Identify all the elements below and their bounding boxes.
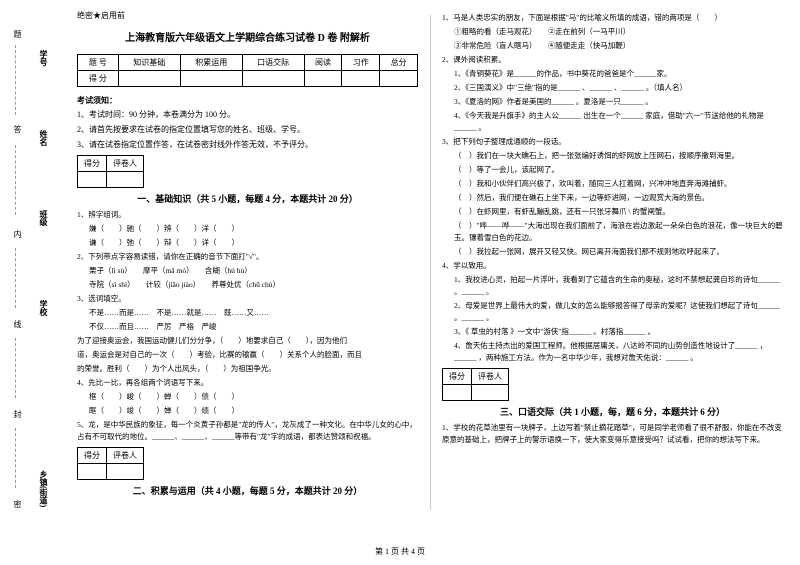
seal-char-2: 答: [12, 125, 23, 133]
q5-text: 5、龙，是中华民族的象征，每一个炎黄子孙都是"龙的传人"，龙灰成了一种文化。在中…: [77, 419, 418, 443]
dotted-line: [15, 428, 16, 488]
sb-c2: 评卷人: [472, 369, 509, 385]
th-num: 题 号: [78, 55, 119, 71]
binding-sidebar: 学号 姓名 班级 学校 乡镇(街道) 题 答 内 线 封 密: [0, 0, 60, 565]
q3-l1: 不是……而是…… 不是……就是…… 既……又……: [77, 307, 418, 319]
seal-char-4: 线: [12, 320, 23, 328]
sb-c2: 评卷人: [107, 156, 144, 172]
q2-num: 2、下列带点字容易读错，请你在正确的音节下面打"√"。: [77, 251, 418, 263]
sb-empty[interactable]: [443, 385, 472, 401]
q4-num: 4、先比一比，再各组两个词语写下来。: [77, 377, 418, 389]
s2q4-l2: 2、母爱是世界上最伟大的爱，做儿女的怎么能够报答得了母亲的爱呢？这使我们想起了诗…: [442, 300, 783, 324]
s2q3-num: 3、把下列句子整理成通顺的一段话。: [442, 136, 783, 148]
q4-l2: 眶（ ）竣（ ）婵（ ）绩（ ）: [77, 405, 418, 417]
dotted-line: [15, 45, 16, 115]
q3-l5: 的荣誉。胜利（ ）为个人出风头，（ ）为祖国争光。: [77, 363, 418, 375]
seal-char-6: 密: [12, 500, 23, 508]
s2q2-l1: 1、《青铜葵花》是______的作品，书中葵花的爸爸是个______家。: [442, 68, 783, 80]
q1-l1: 嫌（ ）驰（ ）辨（ ）洋（ ）: [77, 223, 418, 235]
section-scorebox-2: 得分评卷人: [77, 447, 144, 480]
cell[interactable]: [304, 71, 342, 87]
s2q3-l2: （ ）等了一会儿，该起网了。: [442, 164, 783, 176]
q2-l1: 栗子（lì sù） 摩平（mā mó） 含糊（hú hù）: [77, 265, 418, 277]
sb-empty[interactable]: [78, 172, 107, 188]
s2q3-l7: （ ）我拉起一张网，展开又轻又快。网已离开海面我们那不规则地欢呼起来了。: [442, 246, 783, 258]
field-label-school: 学校: [38, 300, 49, 316]
s2q3-l4: （ ）然后，我们便在礁石上坐下来，一边等虾进网，一边观赏大海的景色。: [442, 192, 783, 204]
s2q4-num: 4、学以致用。: [442, 260, 783, 272]
s2q4-l4: 4、詹天佑主持杰出的爱国工程师。他根据居庸关，八达岭不同的山势创造性地设计了__…: [442, 340, 783, 364]
th-c1: 知识基础: [118, 55, 180, 71]
sb-c1: 得分: [443, 369, 472, 385]
cell[interactable]: [380, 71, 418, 87]
q4-l1: 框（ ）峻（ ）蝉（ ）债（ ）: [77, 391, 418, 403]
confidential-mark: 绝密★启用前: [77, 10, 418, 21]
dotted-line: [15, 338, 16, 398]
q3-l2: 不仅……而且…… 严厉 严格 严峻: [77, 321, 418, 333]
q3-l4: 道，奥运会是对自己的一次（ ）考验，比赛的输赢（ ）关系个人的脸面，而且: [77, 349, 418, 361]
section-scorebox-3: 得分评卷人: [442, 368, 509, 401]
sb-empty[interactable]: [107, 172, 144, 188]
s2q3-l3: （ ）我和小伙伴们高兴极了，欢叫着，随同三人扛着网，兴冲冲地直奔海滩捕虾。: [442, 178, 783, 190]
q3-num: 3、选词填空。: [77, 293, 418, 305]
cell[interactable]: [118, 71, 180, 87]
th-c6: 总分: [380, 55, 418, 71]
s2q2-l4: 4、《今天我是升旗手》的主人公______ 出生在一个______ 家庭，借助"…: [442, 110, 783, 134]
instruction-1: 1、考试时间：90 分钟，本卷满分为 100 分。: [77, 109, 418, 121]
q2-l2: 寺院（sì shì） 计较（jiǎo jiào） 养尊处优（chǔ chù）: [77, 279, 418, 291]
page-footer: 第 1 页 共 4 页: [0, 546, 800, 557]
right-column: 1、马是人类忠实的朋友，下面是根据"马"的比喻义所填的成语，错的两项是（ ） ①…: [430, 0, 795, 540]
instruction-2: 2、请首先按要求在试卷的指定位置填写您的姓名、班级、学号。: [77, 124, 418, 136]
s2q3-l5: （ ）在虾网里，有虾乱蹦乱跳，还有一只张牙舞爪 \ 的蟹闸蟹。: [442, 206, 783, 218]
s2q2-l3: 3、《夏洛的网》作者是美国的______ 。夏洛是一只______ 。: [442, 96, 783, 108]
instructions-title: 考试须知：: [77, 95, 418, 106]
score-summary-table: 题 号 知识基础 积累运用 口语交际 阅读 习作 总分 得 分: [77, 54, 418, 87]
s2q4-l1: 1、我校进心灵，拍起一片浮叶，我看到了它蕴含的生命的奥秘，这时不禁想起龚自珍的诗…: [442, 274, 783, 298]
s2q2-num: 2、课外阅读积累。: [442, 54, 783, 66]
th-c4: 阅读: [304, 55, 342, 71]
page-body: 绝密★启用前 上海教育版六年级语文上学期综合练习试卷 D 卷 附解析 题 号 知…: [65, 0, 795, 540]
section1-title: 一、基础知识（共 5 小题，每题 4 分，本题共计 20 分）: [77, 192, 418, 205]
left-column: 绝密★启用前 上海教育版六年级语文上学期综合练习试卷 D 卷 附解析 题 号 知…: [65, 0, 430, 540]
s3q1-text: 1、学校的花草池里有一块牌子，上边写着"禁止摘花踏草"，可是同学老师看了很不舒服…: [442, 422, 783, 446]
dotted-line: [15, 145, 16, 215]
cell[interactable]: [180, 71, 242, 87]
s2q3-l6: （ ）"哗——哗——"大海出现在我们面前了，海浪在岩边激起一朵朵白色的浪花，像一…: [442, 220, 783, 244]
section2-title: 二、积累与运用（共 4 小题，每题 5 分，本题共计 20 分）: [77, 484, 418, 497]
sb-c1: 得分: [78, 448, 107, 464]
th-c5: 习作: [342, 55, 380, 71]
sb-empty[interactable]: [78, 464, 107, 480]
sb-empty[interactable]: [472, 385, 509, 401]
field-label-town: 乡镇(街道): [38, 470, 49, 507]
q1-l2: 谦（ ）弛（ ）辩（ ）详（ ）: [77, 237, 418, 249]
sb-empty[interactable]: [107, 464, 144, 480]
section-scorebox-1: 得分评卷人: [77, 155, 144, 188]
field-label-name: 姓名: [38, 130, 49, 146]
paper-title: 上海教育版六年级语文上学期综合练习试卷 D 卷 附解析: [77, 29, 418, 44]
q1-num: 1、辨字组词。: [77, 209, 418, 221]
s2q4-l3: 3、《 草虫的村落 》一文中"游侠"指______ 。村落指______ 。: [442, 326, 783, 338]
seal-char-1: 题: [12, 30, 23, 38]
field-label-id: 学号: [38, 50, 49, 66]
th-c2: 积累运用: [180, 55, 242, 71]
row-score: 得 分: [78, 71, 119, 87]
sb-c2: 评卷人: [107, 448, 144, 464]
s2q1-o2: ③非常危险（盲人瞎马） ④随便走走（快马加鞭）: [442, 40, 783, 52]
s2q1-num: 1、马是人类忠实的朋友，下面是根据"马"的比喻义所填的成语，错的两项是（ ）: [442, 12, 783, 24]
seal-char-3: 内: [12, 230, 23, 238]
q3-l3: 为了迎接奥运会，我国运动健儿们分分争，（ ）地要求自己（ ），因为他们: [77, 335, 418, 347]
th-c3: 口语交际: [242, 55, 304, 71]
sb-c1: 得分: [78, 156, 107, 172]
cell[interactable]: [242, 71, 304, 87]
s2q2-l2: 2、《三国演义》中"三绝"指的是______ 、______ 、______ 。…: [442, 82, 783, 94]
s2q1-o1: ①粗略的看（走马观花） ②走在前列（一马平川）: [442, 26, 783, 38]
instruction-3: 3、请在试卷指定位置作答，在试卷密封线外作答无效，不予评分。: [77, 139, 418, 151]
field-label-class: 班级: [38, 210, 49, 226]
cell[interactable]: [342, 71, 380, 87]
s2q3-l1: （ ）我们在一块大礁石上，把一张张编好诱饵的虾网放上压网石，按顺序撒到海里。: [442, 150, 783, 162]
seal-char-5: 封: [12, 410, 23, 418]
section3-title: 三、口语交际（共 1 小题，每，题 6 分，本题共计 6 分）: [442, 405, 783, 418]
dotted-line: [15, 248, 16, 308]
